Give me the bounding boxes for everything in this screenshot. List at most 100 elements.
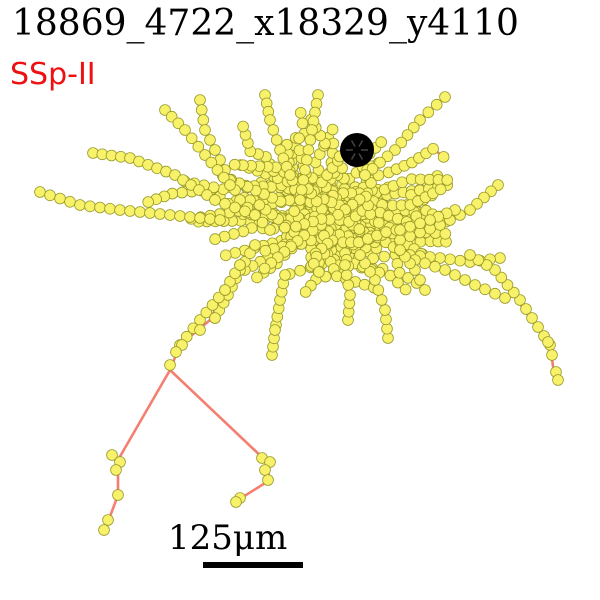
neurite-node <box>297 174 310 186</box>
neurite-node <box>293 132 305 145</box>
neurite-node <box>396 176 408 189</box>
neurite-node <box>220 249 232 262</box>
neurite-node <box>200 306 213 319</box>
neurite-node <box>209 233 221 245</box>
neurite-node <box>259 464 271 476</box>
neurite-node <box>94 201 106 214</box>
neurite-node <box>211 164 224 176</box>
neurite-node <box>269 324 281 336</box>
neurite-node <box>290 220 302 233</box>
soma-body <box>340 133 374 167</box>
neurite-node <box>110 464 122 476</box>
neurite-node <box>264 224 276 236</box>
neurite-node <box>299 164 311 176</box>
neurite-node <box>288 205 301 217</box>
neurite-node <box>44 189 56 202</box>
neurite-node <box>469 279 481 291</box>
neurite-node <box>259 244 272 257</box>
neurite-node <box>256 216 269 229</box>
neurite-node <box>262 474 274 486</box>
neurite-node <box>430 98 443 111</box>
neurite-node <box>199 149 211 161</box>
soma-detail <box>350 153 356 160</box>
neurite-node <box>209 144 221 156</box>
neurite-node <box>194 324 206 336</box>
neurite-node <box>204 134 216 146</box>
neurite-node <box>393 266 406 279</box>
soma <box>340 133 374 167</box>
neurite-node <box>532 321 544 333</box>
neurite-node <box>427 143 439 155</box>
neurite-nodes <box>34 89 564 536</box>
neurite-node <box>520 303 532 315</box>
neurite-node <box>501 279 514 291</box>
neurite-node <box>218 171 230 184</box>
neurite-node <box>179 124 191 136</box>
neurite-node <box>429 260 441 273</box>
neurite-node <box>278 221 291 234</box>
neurite-node <box>381 150 394 163</box>
neurite-node <box>302 144 315 156</box>
neurite-node <box>375 136 388 148</box>
neurite-node <box>209 312 221 324</box>
neurite-node <box>419 257 431 270</box>
neurite-node <box>434 183 447 196</box>
neurite-node <box>395 136 408 149</box>
neurite-node <box>296 117 309 130</box>
neurite-node <box>294 194 306 206</box>
neurite-node <box>404 220 416 233</box>
neurite-node <box>489 287 501 300</box>
neurite-segment <box>116 368 172 462</box>
neurite-node <box>340 269 353 281</box>
neurite-node <box>459 274 471 286</box>
neurite-node <box>394 244 406 256</box>
neurite-node <box>313 266 325 278</box>
neurite-node <box>404 230 416 243</box>
neurite-node <box>295 184 308 196</box>
neurite-node <box>294 264 306 277</box>
neurite-node <box>144 207 156 219</box>
neurite-node <box>339 259 351 271</box>
neurite-node <box>74 199 86 211</box>
neurite-segment <box>168 368 267 462</box>
neurite-node <box>134 206 146 218</box>
neurite-node <box>258 262 271 275</box>
neurite-node <box>299 286 312 298</box>
neurite-node <box>372 216 385 229</box>
neurite-node <box>214 214 226 226</box>
neurite-node <box>419 284 431 296</box>
neurite-node <box>251 271 263 284</box>
neurite-node <box>304 134 317 146</box>
neurite-node <box>270 134 283 146</box>
neurite-node <box>389 144 401 156</box>
neurite-node <box>219 198 231 210</box>
neurite-node <box>366 163 379 175</box>
neurite-node <box>439 228 452 240</box>
neurite-node <box>34 186 46 198</box>
neurite-node <box>454 254 466 267</box>
neurite-node <box>106 449 118 461</box>
neurite-node <box>424 214 436 226</box>
neurite-node <box>372 284 385 296</box>
neurite-node <box>437 151 450 163</box>
neurite-node <box>142 196 155 208</box>
neurite-node <box>414 217 426 230</box>
neurite-node <box>441 174 454 186</box>
neurite-node <box>264 114 276 126</box>
neurite-node <box>353 223 366 235</box>
neurite-node <box>546 349 558 361</box>
neurite-node <box>552 374 564 386</box>
neurite-node <box>407 121 420 134</box>
neurite-node <box>176 186 188 199</box>
neurite-node <box>344 289 356 301</box>
scale-bar-label: 125μm <box>168 518 288 558</box>
neurite-node <box>394 224 406 236</box>
neurite-node <box>402 272 414 284</box>
neurite-node <box>294 107 307 119</box>
neurite-node <box>194 94 206 106</box>
neurite-node <box>439 91 451 103</box>
neurite-node <box>199 124 211 136</box>
neurite-node <box>98 524 110 536</box>
